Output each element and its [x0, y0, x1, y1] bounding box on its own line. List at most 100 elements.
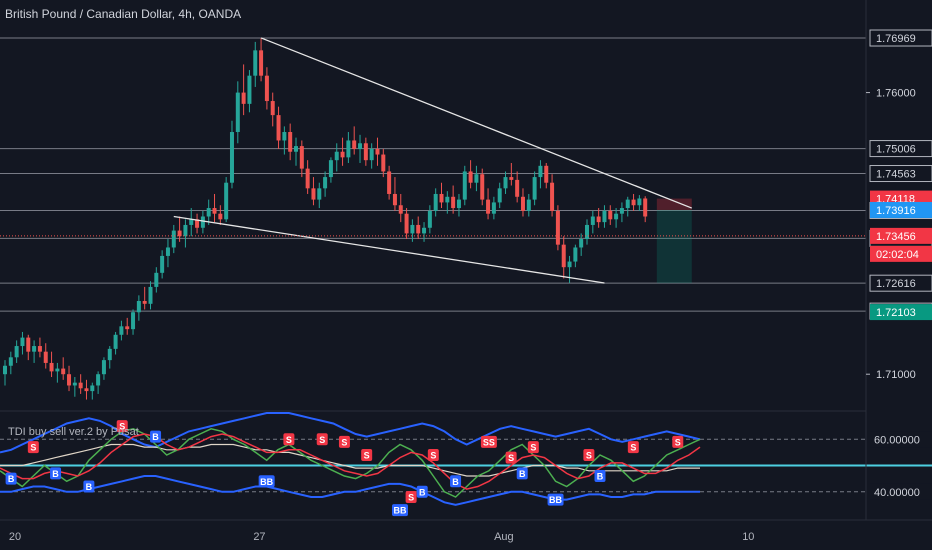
candle [264, 67, 269, 110]
candle [445, 191, 450, 214]
candle [37, 337, 42, 358]
candle [358, 134, 363, 163]
sell-signal: S [583, 449, 595, 461]
indicator-axis[interactable]: 60.00000 40.00000 [870, 431, 932, 500]
time-label-3: 10 [742, 531, 754, 543]
candle [241, 64, 246, 116]
candle-body [90, 385, 95, 392]
candle [189, 208, 194, 237]
trendline-0[interactable] [260, 37, 692, 209]
candle [43, 343, 48, 369]
sell-signal: S [527, 441, 539, 454]
candle-body [491, 202, 496, 214]
candle-body [311, 188, 316, 200]
signal-label: S [119, 422, 125, 432]
candle [608, 205, 613, 225]
signal-label: S [508, 453, 514, 463]
candle [567, 255, 572, 283]
candle [259, 37, 264, 82]
candle [136, 295, 141, 321]
candle-body [468, 171, 473, 183]
candle [509, 162, 514, 186]
candle-body [107, 348, 112, 361]
candle-body [26, 337, 31, 352]
candle-body [259, 50, 264, 76]
candle-body [637, 198, 642, 206]
candle-body [200, 216, 205, 228]
sell-signal: S [427, 449, 439, 461]
candle-body [142, 300, 147, 304]
buy-signal: B [516, 467, 528, 480]
candle-body [480, 174, 485, 200]
candle-body [427, 210, 432, 228]
candle-body [206, 208, 211, 217]
signal-box [392, 504, 408, 517]
position-box[interactable] [656, 198, 692, 284]
candle [410, 219, 415, 242]
candle [515, 171, 520, 203]
candle [334, 143, 339, 172]
tdi-market-base [0, 443, 700, 477]
trendline-1[interactable] [173, 215, 605, 284]
candle-body [503, 177, 508, 189]
candle [229, 120, 234, 189]
candle-body [288, 132, 293, 152]
signal-box [150, 430, 162, 443]
candle [218, 205, 223, 225]
buy-signal: BB [258, 475, 275, 488]
candle [55, 362, 60, 383]
candle [14, 340, 19, 363]
candle [282, 126, 287, 155]
take-profit-zone[interactable] [656, 209, 692, 284]
candle-body [422, 227, 427, 234]
candle-body [241, 92, 246, 104]
candle-body [555, 210, 560, 245]
candle-body [96, 374, 101, 386]
level-label-0: 1.76969 [876, 33, 916, 45]
candle [206, 199, 211, 225]
candle [561, 236, 566, 279]
candle-body [474, 174, 479, 183]
candle [387, 165, 392, 200]
trendlines[interactable] [173, 37, 692, 284]
price-tick-label-1: 1.71000 [876, 369, 916, 381]
candle-body [32, 346, 37, 352]
countdown-badge-box [870, 245, 932, 262]
candle-body [369, 148, 374, 161]
candle-body [625, 199, 630, 209]
candle [32, 340, 37, 363]
buy-signal: B [5, 472, 17, 485]
indicator-tick-label-0: 60.00000 [874, 434, 920, 446]
candle [596, 208, 601, 228]
signal-label: SS [483, 437, 495, 447]
candle [200, 210, 205, 234]
level-label-1: 1.75006 [876, 144, 916, 156]
sell-signal: SS [480, 435, 497, 448]
signal-box [427, 449, 439, 461]
stop-loss-zone[interactable] [656, 198, 692, 210]
price-axis[interactable]: 1.76000 1.71000 1.76969 1.75006 1.74563 1.739… [866, 29, 932, 381]
candle-body [43, 351, 48, 363]
candle-body [131, 312, 136, 330]
candle [299, 140, 304, 178]
buy-signal: B [450, 475, 462, 488]
time-label-0: 20 [9, 531, 21, 543]
candle-body [299, 146, 304, 169]
candle [26, 334, 31, 361]
candle [288, 123, 293, 161]
sell-signal: S [505, 451, 517, 464]
candle-body [253, 50, 258, 76]
signal-box [283, 433, 295, 446]
signal-box [258, 475, 275, 488]
candle [177, 216, 182, 242]
candle [305, 160, 310, 194]
indicator-tick-box-0 [870, 431, 932, 448]
level-label-5: 1.72616 [876, 278, 916, 290]
time-axis[interactable]: 2027Aug101724Sep7 [9, 531, 932, 543]
candle-body [20, 337, 25, 347]
signal-box [583, 449, 595, 461]
candle [195, 213, 200, 234]
candle [491, 196, 496, 220]
buy-signal: B [83, 480, 95, 493]
